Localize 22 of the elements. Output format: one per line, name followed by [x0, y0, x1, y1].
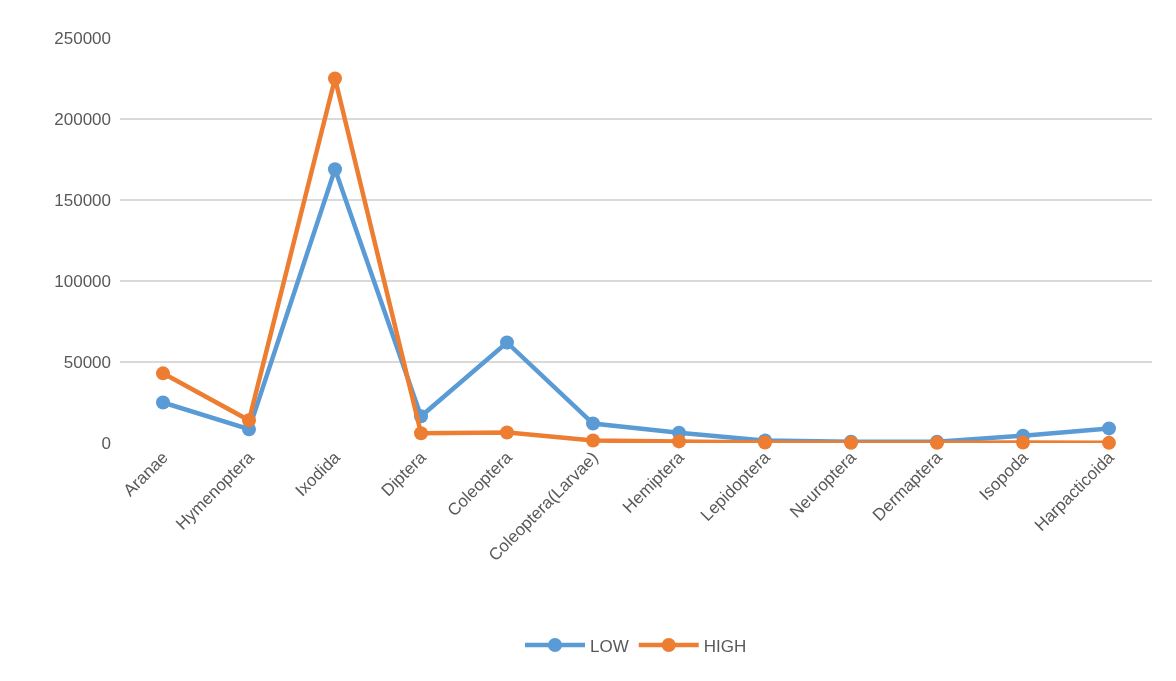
- point: [328, 71, 342, 86]
- legend-label: LOW: [590, 636, 629, 656]
- point: [586, 416, 600, 431]
- point: [414, 426, 428, 441]
- point: [328, 162, 342, 177]
- legend-label: HIGH: [703, 636, 747, 656]
- y-tick-label: 200000: [54, 109, 111, 129]
- point: [586, 433, 600, 448]
- point: [242, 413, 256, 428]
- point: [1016, 435, 1030, 450]
- point: [1102, 421, 1116, 436]
- point: [1102, 435, 1116, 450]
- y-tick-label: 250000: [54, 28, 111, 48]
- point: [156, 366, 170, 381]
- y-tick-label: 50000: [63, 352, 111, 372]
- y-tick-label: 0: [101, 433, 111, 453]
- point: [156, 395, 170, 410]
- point: [500, 335, 514, 350]
- point: [672, 434, 686, 449]
- y-tick-label: 150000: [54, 190, 111, 210]
- y-tick-label: 100000: [54, 271, 111, 291]
- point: [500, 425, 514, 440]
